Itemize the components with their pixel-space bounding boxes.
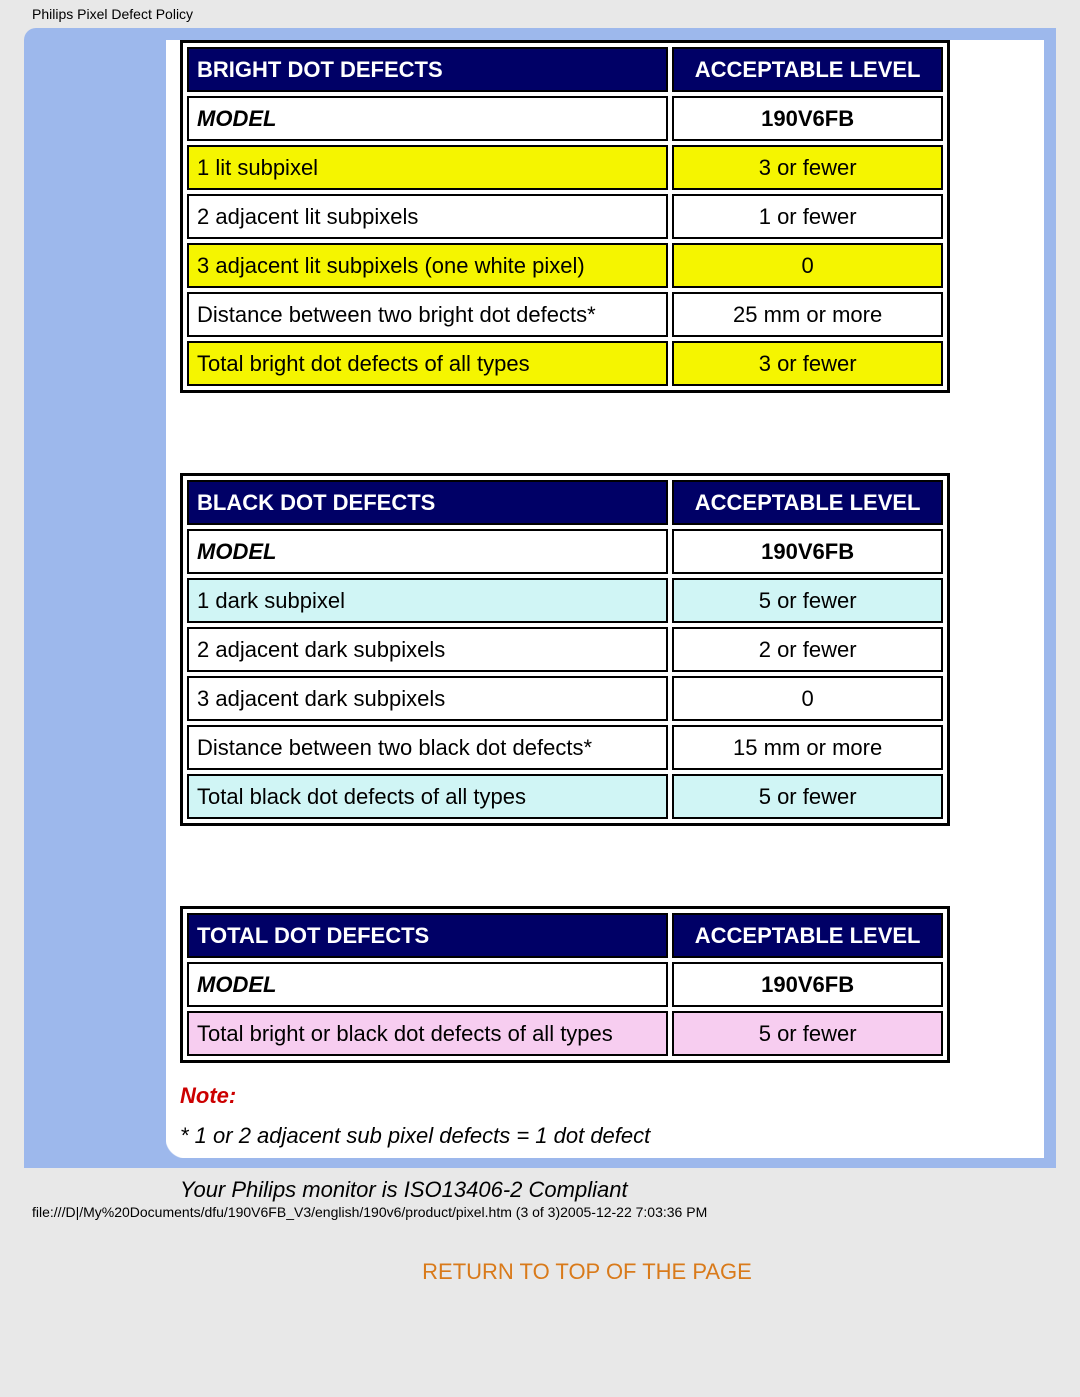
defect-description: 1 dark subpixel bbox=[187, 578, 668, 623]
defect-description: 3 adjacent lit subpixels (one white pixe… bbox=[187, 243, 668, 288]
defect-description: 2 adjacent dark subpixels bbox=[187, 627, 668, 672]
content-page: BRIGHT DOT DEFECTS ACCEPTABLE LEVEL MODE… bbox=[166, 40, 1044, 1158]
table-row: 1 dark subpixel 5 or fewer bbox=[187, 578, 943, 623]
defect-value: 2 or fewer bbox=[672, 627, 943, 672]
note-label: Note: bbox=[180, 1083, 1008, 1109]
table-row: 1 lit subpixel 3 or fewer bbox=[187, 145, 943, 190]
defect-value: 3 or fewer bbox=[672, 341, 943, 386]
page-title-header: Philips Pixel Defect Policy bbox=[0, 0, 1080, 28]
defect-description: 2 adjacent lit subpixels bbox=[187, 194, 668, 239]
defect-description: 1 lit subpixel bbox=[187, 145, 668, 190]
table-header-right: ACCEPTABLE LEVEL bbox=[672, 47, 943, 92]
model-row: MODEL 190V6FB bbox=[187, 962, 943, 1007]
total-dot-defects-table: TOTAL DOT DEFECTS ACCEPTABLE LEVEL MODEL… bbox=[180, 906, 950, 1063]
table-row: 3 adjacent lit subpixels (one white pixe… bbox=[187, 243, 943, 288]
model-value: 190V6FB bbox=[672, 962, 943, 1007]
defect-value: 25 mm or more bbox=[672, 292, 943, 337]
model-label: MODEL bbox=[187, 529, 668, 574]
defect-description: Distance between two black dot defects* bbox=[187, 725, 668, 770]
tables-container: BRIGHT DOT DEFECTS ACCEPTABLE LEVEL MODE… bbox=[166, 40, 1008, 1285]
defect-value: 5 or fewer bbox=[672, 578, 943, 623]
return-to-top-link[interactable]: RETURN TO TOP OF THE PAGE bbox=[166, 1259, 1008, 1285]
model-label: MODEL bbox=[187, 962, 668, 1007]
table-header-row: BRIGHT DOT DEFECTS ACCEPTABLE LEVEL bbox=[187, 47, 943, 92]
defect-description: Total black dot defects of all types bbox=[187, 774, 668, 819]
table-row: 2 adjacent lit subpixels 1 or fewer bbox=[187, 194, 943, 239]
defect-value: 1 or fewer bbox=[672, 194, 943, 239]
model-row: MODEL 190V6FB bbox=[187, 529, 943, 574]
table-header-row: TOTAL DOT DEFECTS ACCEPTABLE LEVEL bbox=[187, 913, 943, 958]
table-header-right: ACCEPTABLE LEVEL bbox=[672, 480, 943, 525]
table-header-right: ACCEPTABLE LEVEL bbox=[672, 913, 943, 958]
table-row: 3 adjacent dark subpixels 0 bbox=[187, 676, 943, 721]
table-row: Total bright dot defects of all types 3 … bbox=[187, 341, 943, 386]
table-row: Distance between two black dot defects* … bbox=[187, 725, 943, 770]
model-value: 190V6FB bbox=[672, 529, 943, 574]
defect-value: 5 or fewer bbox=[672, 774, 943, 819]
note-line-2: Your Philips monitor is ISO13406-2 Compl… bbox=[180, 1177, 1008, 1203]
defect-description: 3 adjacent dark subpixels bbox=[187, 676, 668, 721]
model-row: MODEL 190V6FB bbox=[187, 96, 943, 141]
table-header-left: BLACK DOT DEFECTS bbox=[187, 480, 668, 525]
table-row: 2 adjacent dark subpixels 2 or fewer bbox=[187, 627, 943, 672]
defect-value: 3 or fewer bbox=[672, 145, 943, 190]
notes-section: Note: * 1 or 2 adjacent sub pixel defect… bbox=[180, 1083, 1008, 1203]
note-line-1: * 1 or 2 adjacent sub pixel defects = 1 … bbox=[180, 1123, 1008, 1149]
table-header-left: TOTAL DOT DEFECTS bbox=[187, 913, 668, 958]
defect-value: 15 mm or more bbox=[672, 725, 943, 770]
defect-description: Distance between two bright dot defects* bbox=[187, 292, 668, 337]
defect-description: Total bright or black dot defects of all… bbox=[187, 1011, 668, 1056]
table-row: Total bright or black dot defects of all… bbox=[187, 1011, 943, 1056]
defect-value: 5 or fewer bbox=[672, 1011, 943, 1056]
defect-value: 0 bbox=[672, 243, 943, 288]
outer-frame: BRIGHT DOT DEFECTS ACCEPTABLE LEVEL MODE… bbox=[24, 28, 1056, 1168]
table-header-row: BLACK DOT DEFECTS ACCEPTABLE LEVEL bbox=[187, 480, 943, 525]
model-label: MODEL bbox=[187, 96, 668, 141]
bright-dot-defects-table: BRIGHT DOT DEFECTS ACCEPTABLE LEVEL MODE… bbox=[180, 40, 950, 393]
black-dot-defects-table: BLACK DOT DEFECTS ACCEPTABLE LEVEL MODEL… bbox=[180, 473, 950, 826]
table-row: Distance between two bright dot defects*… bbox=[187, 292, 943, 337]
table-row: Total black dot defects of all types 5 o… bbox=[187, 774, 943, 819]
defect-description: Total bright dot defects of all types bbox=[187, 341, 668, 386]
table-header-left: BRIGHT DOT DEFECTS bbox=[187, 47, 668, 92]
defect-value: 0 bbox=[672, 676, 943, 721]
model-value: 190V6FB bbox=[672, 96, 943, 141]
